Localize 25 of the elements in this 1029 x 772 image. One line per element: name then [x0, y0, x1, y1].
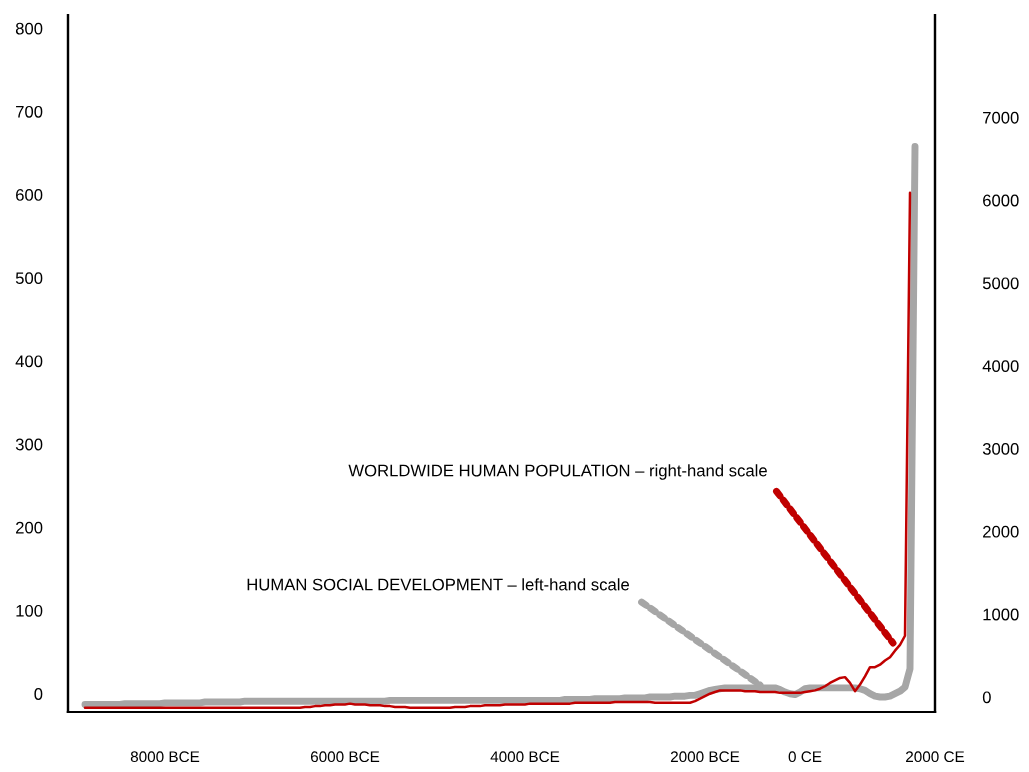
y2-tick-label: 4000 [982, 360, 1019, 373]
y2-tick-label: 5000 [982, 277, 1019, 290]
y-tick-label: 800 [15, 22, 43, 35]
x-tick-label: 0 CE [788, 751, 822, 763]
x-tick-label: 4000 BCE [490, 751, 560, 763]
x-tick-label: 8000 BCE [130, 751, 200, 763]
x-tick-label: 2000 BCE [670, 751, 740, 763]
y-tick-label: 200 [16, 521, 43, 534]
y2-tick-label: 6000 [983, 194, 1019, 207]
y-tick-label: 700 [16, 105, 43, 118]
y-tick-label: 100 [16, 604, 43, 617]
y-tick-label: 500 [15, 272, 43, 285]
x-tick-label: 2000 CE [906, 751, 965, 763]
annotation: WORLDWIDE HUMAN POPULATION – right-hand scale [348, 464, 767, 480]
y2-tick-label: 0 [982, 691, 991, 704]
y-tick-label: 300 [15, 438, 43, 451]
annotation: HUMAN SOCIAL DEVELOPMENT – left-hand scale [247, 578, 629, 591]
y-tick-label: 400 [15, 355, 43, 368]
y2-tick-label: 2000 [983, 525, 1019, 538]
x-tick-label: 6000 BCE [310, 751, 380, 763]
y2-tick-label: 3000 [982, 443, 1019, 455]
y-tick-label: 600 [16, 189, 43, 201]
y2-tick-label: 7000 [983, 111, 1019, 124]
y2-tick-label: 1000 [983, 608, 1019, 621]
y-tick-label: 0 [34, 688, 43, 700]
